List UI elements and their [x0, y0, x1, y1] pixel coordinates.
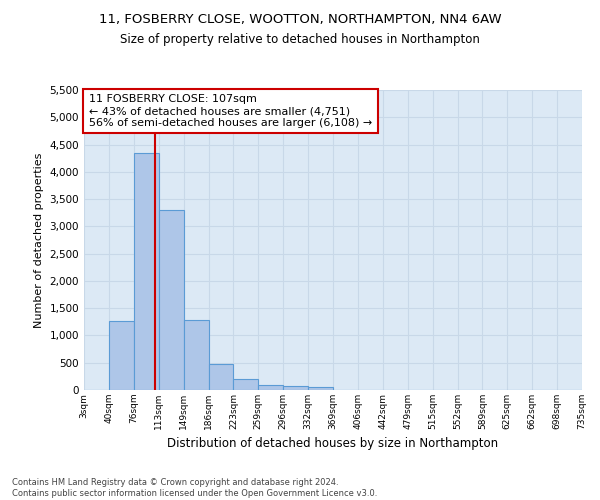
Bar: [308, 388, 333, 390]
X-axis label: Distribution of detached houses by size in Northampton: Distribution of detached houses by size …: [167, 438, 499, 450]
Text: Size of property relative to detached houses in Northampton: Size of property relative to detached ho…: [120, 32, 480, 46]
Bar: [209, 364, 233, 390]
Bar: [259, 384, 283, 390]
Bar: [109, 320, 134, 390]
Bar: [134, 154, 159, 390]
Bar: [233, 379, 259, 390]
Text: 11 FOSBERRY CLOSE: 107sqm
← 43% of detached houses are smaller (4,751)
56% of se: 11 FOSBERRY CLOSE: 107sqm ← 43% of detac…: [89, 94, 372, 128]
Bar: [184, 320, 209, 390]
Text: Contains HM Land Registry data © Crown copyright and database right 2024.
Contai: Contains HM Land Registry data © Crown c…: [12, 478, 377, 498]
Y-axis label: Number of detached properties: Number of detached properties: [34, 152, 44, 328]
Bar: [283, 386, 308, 390]
Text: 11, FOSBERRY CLOSE, WOOTTON, NORTHAMPTON, NN4 6AW: 11, FOSBERRY CLOSE, WOOTTON, NORTHAMPTON…: [98, 12, 502, 26]
Bar: [159, 210, 184, 390]
